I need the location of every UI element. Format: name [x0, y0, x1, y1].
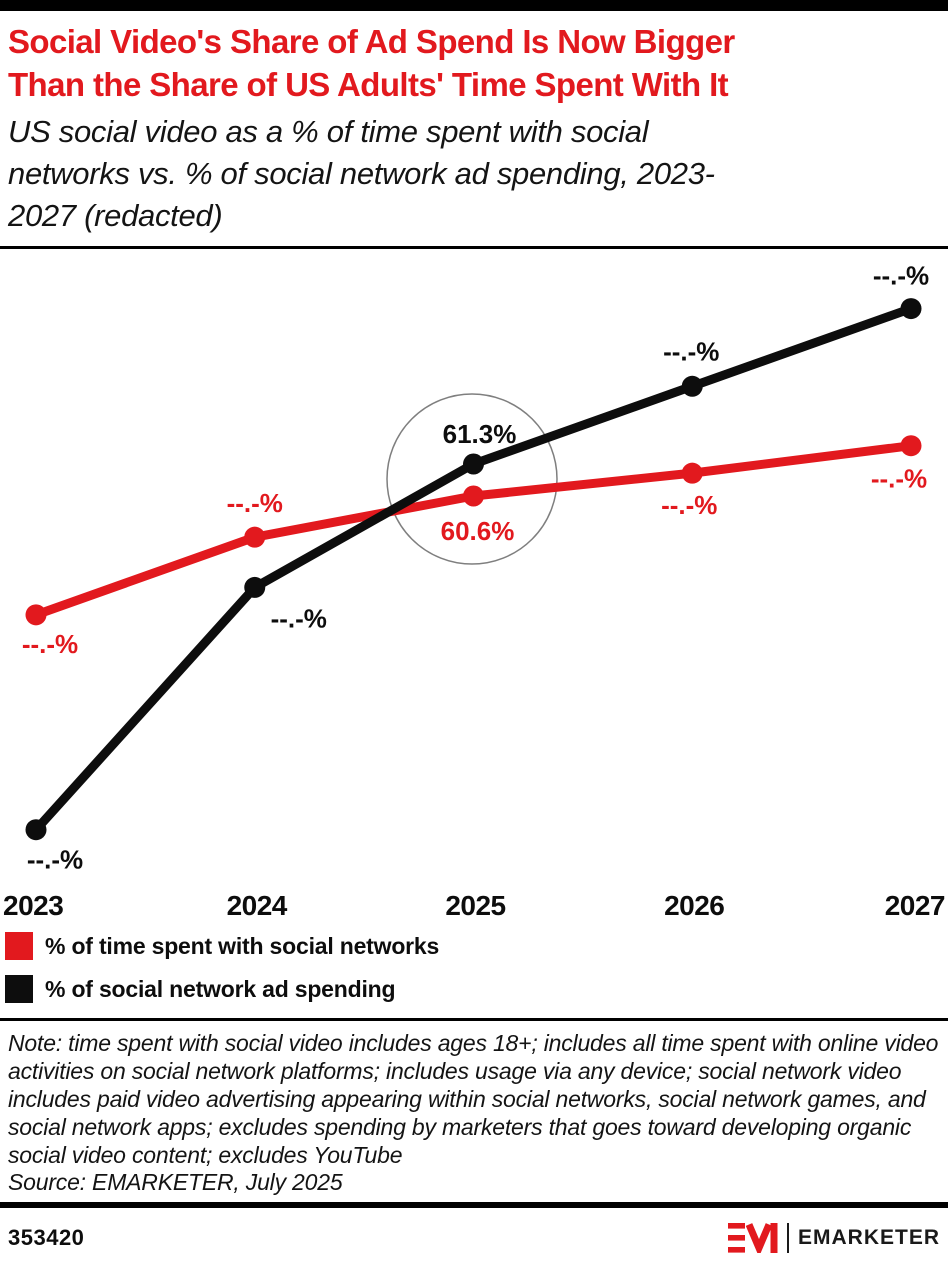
chart-id: 353420	[8, 1225, 85, 1251]
footer: 353420 EMARKETER	[0, 1208, 948, 1254]
note-divider	[0, 1018, 948, 1022]
logo-divider	[786, 1223, 789, 1254]
data-label-time-spent-2024: --.-%	[227, 488, 283, 518]
legend-label-ad-spending: % of social network ad spending	[45, 975, 396, 1002]
x-axis-label-2026: 2026	[664, 890, 724, 921]
data-point-time-spent-2023	[25, 604, 47, 626]
em-logo-icon	[727, 1223, 778, 1254]
data-label-time-spent-2026: --.-%	[661, 490, 717, 520]
data-point-time-spent-2026	[681, 462, 703, 484]
legend-label-time-spent: % of time spent with social networks	[45, 932, 440, 959]
chart-subtitle: US social video as a % of time spent wit…	[8, 113, 715, 234]
x-axis-label-2027: 2027	[885, 890, 945, 921]
data-point-time-spent-2027	[900, 435, 922, 457]
data-point-time-spent-2024	[244, 526, 266, 548]
x-axis-label-2025: 2025	[445, 890, 505, 921]
highlight-circle-2025	[386, 393, 558, 565]
chart-title: Social Video's Share of Ad Spend Is Now …	[8, 23, 735, 103]
legend-item-time-spent: % of time spent with social networks	[5, 932, 948, 961]
data-point-time-spent-2025	[463, 485, 484, 507]
x-axis-label-2024: 2024	[227, 890, 288, 921]
x-axis-label-2023: 2023	[3, 890, 63, 921]
line-chart-canvas: --.-% --.-% 60.6% --.-% --.-% --.-% --.-% 61.3%…	[3, 261, 946, 921]
source-text: Source: EMARKETER, July 2025	[8, 1169, 343, 1196]
data-point-ad-spending-2025	[463, 453, 484, 475]
data-label-ad-spending-2024: --.-%	[271, 604, 327, 634]
data-point-ad-spending-2024	[244, 577, 266, 599]
data-point-ad-spending-2027	[900, 298, 922, 320]
data-label-time-spent-2023: --.-%	[22, 629, 78, 659]
legend-item-ad-spending: % of social network ad spending	[5, 975, 948, 1004]
data-label-ad-spending-2027: --.-%	[873, 261, 929, 291]
header-divider	[0, 246, 948, 250]
data-label-time-spent-2027: --.-%	[871, 464, 927, 494]
footer-bar	[0, 1202, 948, 1209]
brand-wordmark: EMARKETER	[797, 1226, 940, 1250]
note-text: Note: time spent with social video inclu…	[8, 1030, 939, 1168]
emarketer-logo: EMARKETER	[727, 1223, 940, 1254]
data-label-ad-spending-2023: --.-%	[27, 845, 83, 875]
data-label-ad-spending-2025: 61.3%	[443, 419, 517, 449]
data-point-ad-spending-2023	[25, 819, 47, 841]
legend-swatch-time-spent	[5, 932, 33, 961]
data-label-time-spent-2025: 60.6%	[441, 516, 515, 546]
data-label-ad-spending-2026: --.-%	[663, 337, 719, 367]
top-bar	[0, 0, 948, 11]
legend: % of time spent with social networks % o…	[0, 932, 948, 1004]
legend-swatch-ad-spending	[5, 975, 33, 1004]
data-point-ad-spending-2026	[681, 376, 703, 398]
line-chart: --.-% --.-% 60.6% --.-% --.-% --.-% --.-% 61.3%…	[0, 252, 948, 922]
